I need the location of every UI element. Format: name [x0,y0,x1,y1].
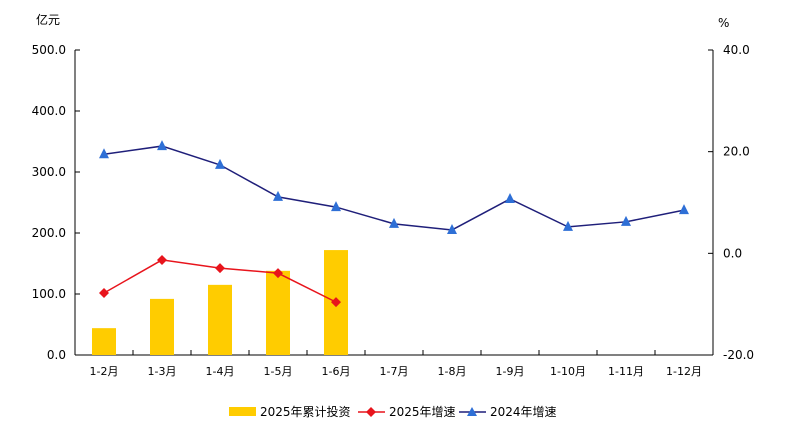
x-tick-label: 1-10月 [550,365,586,378]
triangle-marker [563,220,573,231]
x-tick-label: 1-3月 [148,365,177,378]
left-tick-label: 400.0 [32,104,66,118]
left-tick-label: 200.0 [32,226,66,240]
legend-bar-swatch [229,407,256,416]
triangle-marker [157,140,167,151]
legend-label-2024-growth: 2024年增速 [490,405,557,419]
diamond-marker [215,263,225,274]
left-tick-label: 500.0 [32,43,66,57]
diamond-marker [99,287,109,298]
triangle-marker [505,192,515,203]
diamond-marker [331,297,341,308]
x-tick-label: 1-6月 [322,365,351,378]
right-tick-label: 20.0 [723,145,750,159]
right-tick-label: -20.0 [723,348,754,362]
right-tick-label: 0.0 [723,246,742,260]
legend-label-investment: 2025年累计投资 [260,404,351,419]
diamond-marker [157,254,167,265]
x-tick-label: 1-8月 [438,365,467,378]
x-tick-label: 1-11月 [608,365,644,378]
right-axis-unit: % [718,16,729,30]
triangle-marker [215,158,225,169]
triangle-marker [99,148,109,159]
legend-triangle-icon [467,407,477,416]
growth-2024-line [103,145,685,231]
triangle-marker [331,201,341,212]
triangle-marker [621,215,631,226]
triangle-marker [447,223,457,234]
x-tick-label: 1-9月 [496,365,525,378]
x-tick-label: 1-12月 [666,365,702,378]
triangle-marker [389,217,399,228]
triangle-marker [679,204,689,215]
bar-2025-investment [92,328,116,355]
x-tick-label: 1-2月 [90,365,119,378]
left-tick-label: 100.0 [32,287,66,301]
left-tick-label: 0.0 [47,348,66,362]
x-tick-label: 1-5月 [264,365,293,378]
legend-diamond-icon [366,407,376,417]
left-tick-label: 300.0 [32,165,66,179]
right-tick-label: 40.0 [723,43,750,57]
bar-2025-investment [266,270,290,355]
x-tick-label: 1-7月 [380,365,409,378]
bar-2025-investment [208,284,232,355]
triangle-marker [273,190,283,201]
left-axis-unit: 亿元 [36,12,60,27]
x-tick-label: 1-4月 [206,365,235,378]
diamond-marker [273,268,283,279]
legend-label-2025-growth: 2025年增速 [389,405,456,419]
bar-2025-investment [150,298,174,355]
